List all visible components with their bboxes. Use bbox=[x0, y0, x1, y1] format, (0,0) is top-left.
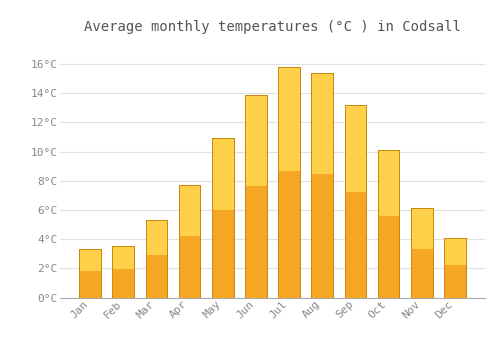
Bar bbox=[444, 265, 466, 298]
Bar bbox=[344, 105, 366, 297]
Bar bbox=[444, 238, 466, 298]
Bar bbox=[278, 171, 300, 298]
Bar bbox=[378, 150, 400, 298]
Bar bbox=[344, 191, 366, 298]
Bar bbox=[245, 94, 266, 298]
Bar bbox=[378, 150, 400, 298]
Bar bbox=[80, 249, 101, 298]
Bar bbox=[112, 270, 134, 298]
Bar bbox=[411, 209, 432, 298]
Bar bbox=[312, 73, 333, 298]
Bar bbox=[411, 209, 432, 298]
Bar bbox=[245, 186, 266, 298]
Bar bbox=[212, 138, 234, 298]
Bar bbox=[146, 255, 167, 298]
Bar bbox=[179, 185, 201, 298]
Bar bbox=[312, 73, 333, 298]
Title: Average monthly temperatures (°C ) in Codsall: Average monthly temperatures (°C ) in Co… bbox=[84, 20, 461, 34]
Bar bbox=[444, 238, 466, 298]
Bar bbox=[146, 220, 167, 298]
Bar bbox=[245, 94, 266, 298]
Bar bbox=[411, 248, 432, 298]
Bar bbox=[112, 246, 134, 298]
Bar bbox=[179, 236, 201, 298]
Bar bbox=[146, 220, 167, 298]
Bar bbox=[179, 185, 201, 298]
Bar bbox=[80, 271, 101, 298]
Bar bbox=[212, 210, 234, 298]
Bar bbox=[378, 216, 400, 298]
Bar bbox=[312, 174, 333, 298]
Bar bbox=[278, 67, 300, 298]
Bar bbox=[278, 67, 300, 298]
Bar bbox=[112, 246, 134, 298]
Bar bbox=[212, 138, 234, 298]
Bar bbox=[80, 249, 101, 298]
Bar bbox=[344, 105, 366, 297]
